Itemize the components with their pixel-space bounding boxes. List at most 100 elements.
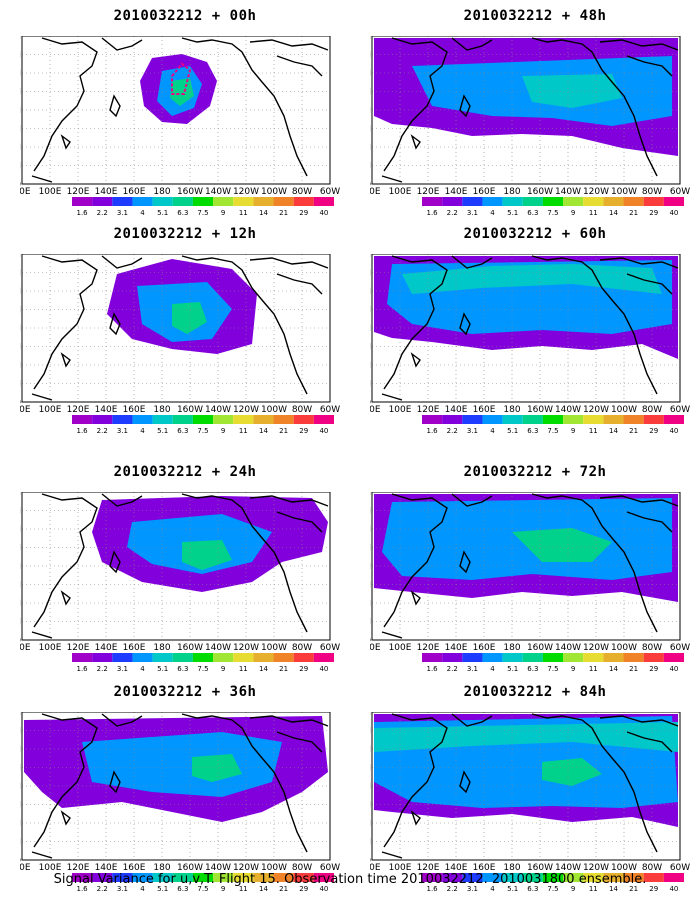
coastline xyxy=(181,713,308,853)
lon-tick-label: 100W xyxy=(611,643,637,652)
coastline xyxy=(31,631,53,639)
colorbar-label: 6.3 xyxy=(177,427,188,435)
colorbar-swatch xyxy=(663,653,684,662)
flight-track xyxy=(171,62,192,95)
colorbar-label: 14 xyxy=(259,885,268,893)
coastline xyxy=(101,493,143,507)
colorbar-label: 2.2 xyxy=(97,427,108,435)
colorbar-swatch xyxy=(522,415,543,424)
lat-tick-label: 40N xyxy=(370,562,371,572)
colorbar-label: 5.1 xyxy=(157,209,168,217)
coastline xyxy=(531,255,658,395)
colorbar-label: 1.6 xyxy=(77,427,89,435)
lon-tick-label: 140E xyxy=(445,643,468,652)
lat-tick-label: 20N xyxy=(20,143,21,153)
colorbar-swatch xyxy=(92,197,113,206)
colorbar-swatch xyxy=(522,873,543,882)
variance-contour xyxy=(512,528,612,562)
lat-tick-label: 20N xyxy=(370,819,371,829)
coastline xyxy=(181,37,308,177)
colorbar-label: 5.1 xyxy=(507,665,518,673)
colorbar-swatch xyxy=(293,197,314,206)
lat-tick-label: 50N xyxy=(370,88,371,98)
lon-tick-label: 140W xyxy=(205,643,231,652)
colorbar-swatch xyxy=(192,415,214,424)
colorbar-swatch xyxy=(253,653,274,662)
colorbar-swatch xyxy=(253,415,274,424)
panel-title: 2010032212 + 60h xyxy=(463,226,607,242)
lon-tick-label: 100W xyxy=(611,405,637,414)
colorbar-label: 40 xyxy=(319,209,328,217)
colorbar-swatch xyxy=(583,415,604,424)
lon-tick-label: 100E xyxy=(39,405,62,414)
coastline xyxy=(109,770,121,794)
variance-contour xyxy=(402,264,662,294)
colorbar-label: 9 xyxy=(221,427,225,435)
colorbar-swatch xyxy=(293,415,314,424)
lon-tick-label: 120W xyxy=(233,405,259,414)
colorbar-swatch xyxy=(422,653,443,662)
colorbar-label: 3.1 xyxy=(117,885,128,893)
coastline xyxy=(451,493,493,507)
colorbar-label: 1.6 xyxy=(427,665,439,673)
colorbar-label: 9 xyxy=(221,209,225,217)
colorbar-swatch xyxy=(92,415,113,424)
colorbar-swatch xyxy=(482,197,503,206)
colorbar-swatch xyxy=(172,653,193,662)
colorbar-swatch xyxy=(253,873,274,882)
colorbar-swatch xyxy=(603,653,624,662)
colorbar-swatch xyxy=(522,653,543,662)
lon-tick-label: 140W xyxy=(555,405,581,414)
lon-tick-label: 60W xyxy=(670,187,690,196)
coastline xyxy=(60,810,71,826)
colorbar-swatch xyxy=(132,653,153,662)
lon-tick-label: 140E xyxy=(95,405,118,414)
colorbar-swatch xyxy=(152,415,173,424)
lon-tick-label: 160E xyxy=(473,187,496,196)
lat-tick-label: 10N xyxy=(20,838,21,848)
lat-tick-label: 40N xyxy=(20,324,21,334)
colorbar-swatch xyxy=(152,653,173,662)
lon-tick-label: 80E xyxy=(370,863,381,872)
colorbar-swatch xyxy=(482,653,503,662)
colorbar-swatch xyxy=(213,415,234,424)
colorbar-swatch xyxy=(442,415,463,424)
map-panel-00h: 2010032212 + 00h EQ 10N 20N 30N 40N 50N 60N 70N 8… xyxy=(20,2,350,222)
coastline xyxy=(60,352,71,368)
lon-tick-label: 80E xyxy=(20,405,31,414)
lon-tick-label: 120E xyxy=(67,405,90,414)
colorbar-swatch xyxy=(563,415,584,424)
lat-tick-label: 10N xyxy=(370,162,371,172)
lat-tick-label: 50N xyxy=(20,88,21,98)
lon-tick-label: 140W xyxy=(555,187,581,196)
lat-tick-label: 20N xyxy=(20,599,21,609)
coastline xyxy=(381,175,403,183)
colorbar-label: 11 xyxy=(239,665,248,673)
colorbar-label: 29 xyxy=(299,665,308,673)
lon-tick-label: 160E xyxy=(123,187,146,196)
colorbar-label: 3.1 xyxy=(467,885,478,893)
colorbar-label: 7.5 xyxy=(197,885,208,893)
colorbar-label: 3.1 xyxy=(117,427,128,435)
colorbar-swatch xyxy=(192,873,214,882)
lon-tick-label: 100E xyxy=(39,863,62,872)
colorbar-label: 1.6 xyxy=(77,665,89,673)
colorbar-swatch xyxy=(603,873,624,882)
lat-tick-label: 60N xyxy=(20,525,21,535)
lat-tick-label: EQ xyxy=(370,636,371,646)
colorbar-label: 1.6 xyxy=(427,427,439,435)
colorbar-label: 3.1 xyxy=(467,665,478,673)
colorbar-swatch xyxy=(422,197,443,206)
colorbar-label: 11 xyxy=(239,427,248,435)
coastline xyxy=(109,550,121,574)
coastline xyxy=(276,511,323,533)
colorbar-label: 29 xyxy=(649,209,658,217)
coastline xyxy=(410,810,421,826)
colorbar-label: 4 xyxy=(490,427,495,435)
colorbar-label: 3.1 xyxy=(117,209,128,217)
lat-tick-label: 80N xyxy=(370,36,371,42)
lon-tick-label: 160W xyxy=(527,405,553,414)
lat-tick-label: 80N xyxy=(20,712,21,718)
lon-tick-label: 160W xyxy=(177,187,203,196)
colorbar-label: 4 xyxy=(140,665,145,673)
